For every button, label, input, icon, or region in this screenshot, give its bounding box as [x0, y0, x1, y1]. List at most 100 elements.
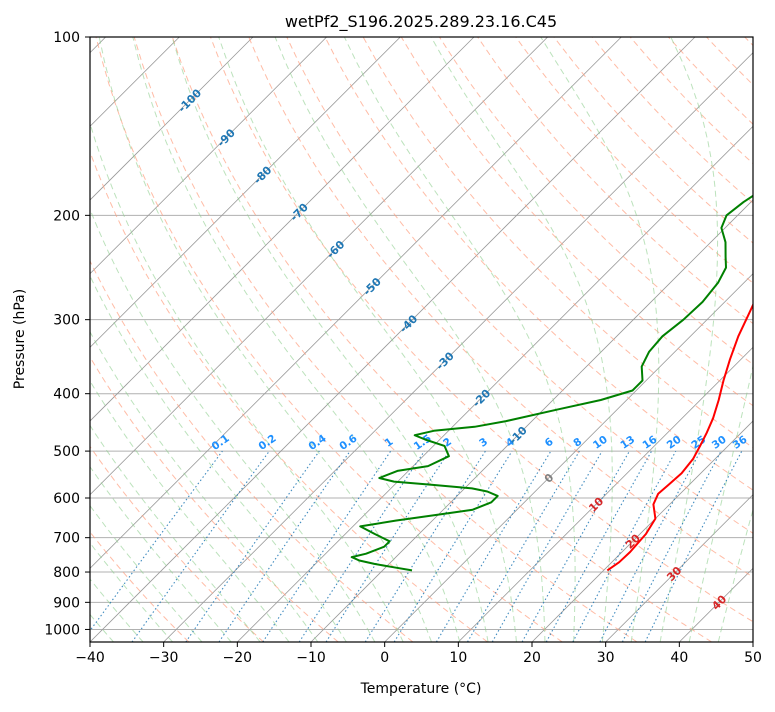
dry-adiabat-line [134, 37, 637, 642]
isotherm-line [311, 37, 775, 642]
x-tick-label: 0 [380, 650, 389, 666]
dry-adiabat-line [592, 37, 775, 642]
isotherm-line [90, 37, 695, 642]
x-tick-label: 30 [597, 650, 615, 666]
mixing-ratio-label: 6 [543, 436, 556, 450]
isotherm-label: 0 [542, 471, 557, 486]
isotherm-line [0, 37, 327, 642]
isotherm-label: -60 [324, 238, 347, 261]
mixing-ratio-label: 10 [591, 434, 610, 452]
dry-adiabat-line [745, 37, 775, 642]
dry-adiabat-line [707, 37, 775, 642]
x-tick-label: 20 [523, 650, 541, 666]
plot-frame [90, 37, 753, 642]
moist-adiabat-line [0, 37, 318, 642]
x-axis-label: Temperature (°C) [360, 681, 482, 697]
moist-adiabat-line [219, 37, 517, 642]
mixing-ratio-label: 36 [731, 434, 750, 452]
moist-adiabat-line [660, 37, 718, 642]
mixing-ratio-line [436, 451, 551, 642]
isotherm-line [0, 37, 548, 642]
y-tick-label: 900 [53, 595, 80, 611]
isotherm-line [237, 37, 775, 642]
isotherm-line [0, 37, 400, 642]
mixing-ratio-label: 3 [477, 436, 490, 450]
y-tick-label: 100 [53, 30, 80, 46]
y-axis-label: Pressure (hPa) [12, 289, 28, 389]
moist-adiabat-line [133, 37, 460, 642]
x-tick-label: −30 [149, 650, 179, 666]
mixing-ratio-line [263, 451, 391, 642]
y-tick-label: 1000 [44, 622, 80, 638]
moist-adiabat-line [275, 37, 545, 642]
y-tick-label: 300 [53, 313, 80, 329]
moist-adiabat-line [172, 37, 488, 642]
y-tick-label: 700 [53, 531, 80, 547]
mixing-ratio-label: 0.4 [306, 432, 328, 453]
moist-adiabat-line [70, 37, 403, 642]
y-tick-label: 500 [53, 444, 80, 460]
mixing-ratio-label: 20 [665, 434, 684, 452]
moist-adiabat-line [0, 37, 260, 642]
isotherm-label: -50 [361, 275, 384, 298]
isotherm-line [164, 37, 769, 642]
dry-adiabat-line [96, 37, 562, 642]
x-tick-label: −20 [223, 650, 253, 666]
dry-adiabat-line [668, 37, 775, 642]
mixing-ratio-label: 1 [383, 436, 396, 450]
isotherm-line [0, 37, 253, 642]
dry-adiabat-line [0, 37, 264, 642]
mixing-ratio-label: 30 [710, 434, 729, 452]
isotherm-label: 10 [586, 494, 606, 514]
isotherm-label: -30 [434, 349, 457, 372]
moist-adiabat-line [21, 37, 347, 642]
x-tick-label: −40 [75, 650, 105, 666]
x-tick-label: 40 [670, 650, 688, 666]
moist-adiabat-line [431, 37, 612, 642]
x-tick-label: 50 [744, 650, 762, 666]
dry-adiabat-line [0, 37, 338, 642]
mixing-ratio-label: 0.2 [256, 432, 278, 453]
moist-adiabat-line [689, 37, 775, 642]
moist-adiabat-line [344, 37, 575, 642]
dry-adiabat-line [0, 37, 189, 642]
isotherm-line [385, 37, 775, 642]
isotherm-label: -100 [176, 86, 205, 115]
isotherm-line [532, 37, 775, 642]
isotherm-label: -40 [397, 312, 420, 335]
x-tick-label: −10 [296, 650, 326, 666]
y-tick-label: 200 [53, 208, 80, 224]
y-tick-label: 800 [53, 565, 80, 581]
moist-adiabat-line [44, 37, 375, 642]
moist-adiabat-line [99, 37, 431, 642]
mixing-ratio-line [219, 451, 350, 642]
dewpoint-profile-line [352, 37, 775, 570]
mixing-ratio-line [600, 451, 701, 642]
moist-adiabat-line [541, 37, 659, 642]
mixing-ratio-label: 13 [618, 434, 637, 452]
isotherm-line [679, 37, 775, 642]
moist-adiabat-line [718, 37, 775, 642]
dry-adiabat-line [20, 37, 413, 642]
mixing-ratio-line [573, 451, 676, 642]
mixing-ratio-label: 8 [571, 436, 584, 450]
isotherm-label: -20 [470, 386, 493, 409]
mixing-ratio-label: 0.1 [210, 432, 232, 453]
y-tick-label: 400 [53, 387, 80, 403]
mixing-ratio-line [82, 451, 223, 642]
isotherm-line [753, 37, 775, 642]
moist-adiabat-line [0, 37, 231, 642]
moist-adiabat-line [0, 37, 289, 642]
mixing-ratio-label: 16 [640, 434, 659, 452]
isotherm-line [0, 37, 474, 642]
y-tick-label: 600 [53, 491, 80, 507]
chart-title: wetPf2_S196.2025.289.23.16.C45 [285, 12, 557, 32]
dry-adiabat-line [478, 37, 775, 642]
isotherm-label: -80 [251, 163, 274, 186]
isotherm-line [16, 37, 621, 642]
isotherm-line [458, 37, 775, 642]
